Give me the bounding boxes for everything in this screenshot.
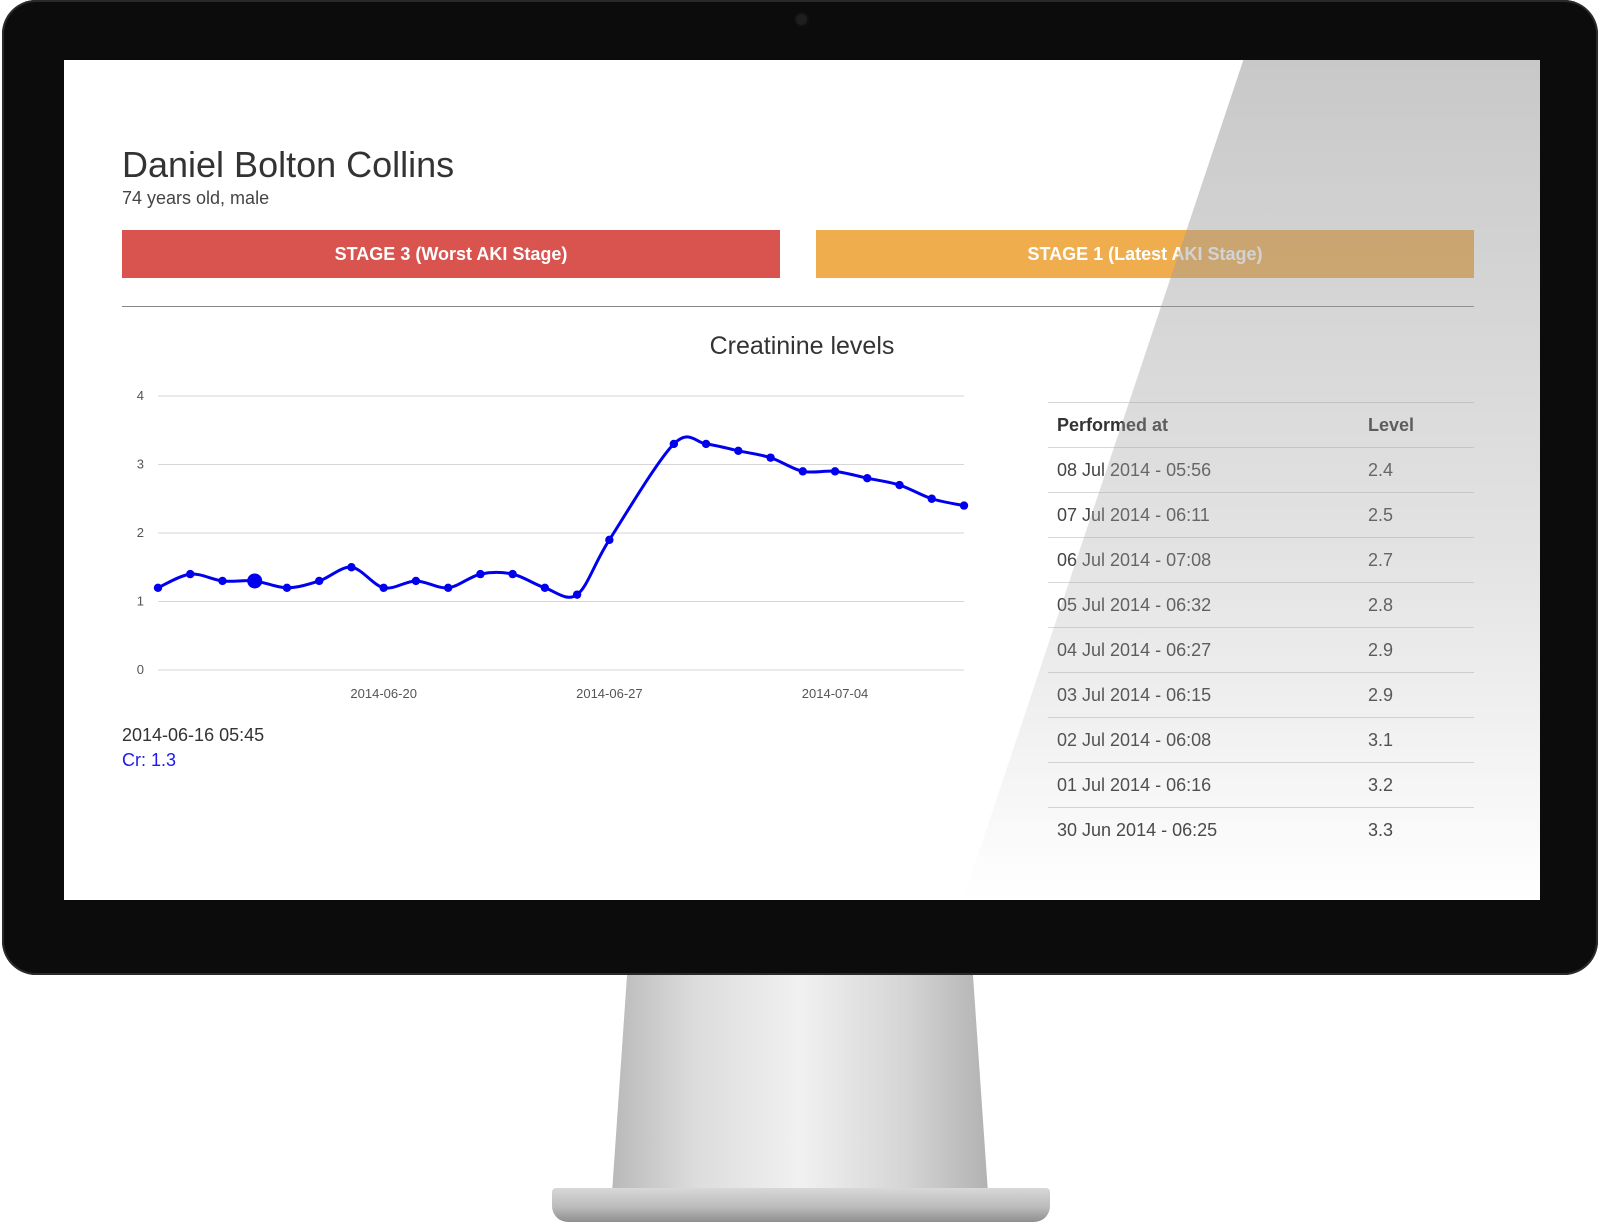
data-point[interactable] [863, 474, 872, 483]
series-line [157, 435, 965, 599]
data-point[interactable] [798, 467, 807, 476]
patient-info: 74 years old, male [122, 188, 270, 208]
data-point[interactable] [734, 446, 743, 455]
data-point[interactable] [701, 439, 711, 449]
monitor-stand-base [552, 1188, 1050, 1222]
y-tick-label: 2 [137, 525, 144, 540]
data-point[interactable] [443, 583, 453, 592]
x-tick-label: 2014-06-27 [576, 686, 643, 701]
column-header-performed-at: Performed at [1048, 402, 1359, 448]
cell-performed-at: 05 Jul 2014 - 06:32 [1048, 582, 1359, 628]
table-row[interactable]: 08 Jul 2014 - 05:56 2.4 [1048, 447, 1474, 493]
cell-level: 2.7 [1359, 537, 1474, 583]
table-row[interactable]: 30 Jun 2014 - 06:25 3.3 [1048, 807, 1474, 852]
cell-level: 2.9 [1359, 672, 1474, 718]
cell-performed-at: 02 Jul 2014 - 06:08 [1048, 717, 1359, 763]
data-point[interactable] [959, 501, 969, 510]
table-row[interactable]: 02 Jul 2014 - 06:08 3.1 [1048, 717, 1474, 763]
cell-performed-at: 07 Jul 2014 - 06:11 [1048, 492, 1359, 538]
worst-aki-stage-banner: STAGE 3 (Worst AKI Stage) [122, 230, 780, 278]
table-row[interactable]: 06 Jul 2014 - 07:08 2.7 [1048, 537, 1474, 583]
y-tick-label: 3 [137, 457, 144, 472]
cell-level: 2.5 [1359, 492, 1474, 538]
data-point[interactable] [186, 569, 195, 579]
patient-name: Daniel Bolton Collins [122, 144, 455, 185]
y-tick-label: 4 [137, 388, 144, 403]
table-header-row: Performed at Level [1048, 402, 1474, 448]
data-point[interactable] [508, 569, 517, 579]
camera-icon [796, 14, 807, 25]
data-point[interactable] [540, 583, 550, 592]
cell-performed-at: 04 Jul 2014 - 06:27 [1048, 627, 1359, 673]
y-tick-label: 1 [137, 594, 144, 609]
data-point[interactable] [379, 583, 388, 592]
data-point[interactable] [830, 467, 840, 476]
chart-tooltip-date: 2014-06-16 05:45 [122, 725, 265, 745]
cell-level: 3.3 [1359, 807, 1474, 852]
cell-level: 2.8 [1359, 582, 1474, 628]
data-point[interactable] [572, 590, 582, 599]
table-row[interactable]: 03 Jul 2014 - 06:15 2.9 [1048, 672, 1474, 718]
x-tick-label: 2014-07-04 [802, 686, 869, 701]
x-tick-label: 2014-06-20 [350, 686, 417, 701]
table-row[interactable]: 05 Jul 2014 - 06:32 2.8 [1048, 582, 1474, 628]
cell-level: 3.2 [1359, 762, 1474, 808]
cell-performed-at: 06 Jul 2014 - 07:08 [1048, 537, 1359, 583]
data-point[interactable] [347, 563, 356, 572]
data-point[interactable] [895, 480, 904, 490]
data-point[interactable] [315, 576, 324, 586]
data-point[interactable] [218, 576, 227, 586]
table-row[interactable]: 01 Jul 2014 - 06:16 3.2 [1048, 762, 1474, 808]
divider [122, 306, 1474, 307]
data-point[interactable] [153, 583, 163, 592]
data-point[interactable] [669, 439, 679, 449]
table-row[interactable]: 04 Jul 2014 - 06:27 2.9 [1048, 627, 1474, 673]
column-header-level: Level [1359, 402, 1474, 448]
screen: Daniel Bolton Collins 74 years old, male… [64, 60, 1540, 900]
monitor-stand [612, 975, 988, 1193]
table-row[interactable]: 07 Jul 2014 - 06:11 2.5 [1048, 492, 1474, 538]
data-point[interactable] [411, 576, 421, 586]
cell-level: 3.1 [1359, 717, 1474, 763]
chart-tooltip-value: Cr: 1.3 [122, 750, 177, 770]
cell-performed-at: 30 Jun 2014 - 06:25 [1048, 807, 1359, 852]
data-point[interactable] [476, 569, 485, 579]
chart-title: Creatinine levels [709, 332, 895, 360]
data-point[interactable] [605, 535, 614, 545]
data-point[interactable] [927, 494, 936, 503]
y-tick-label: 0 [137, 662, 144, 677]
data-point[interactable] [282, 583, 292, 592]
data-point[interactable] [766, 453, 775, 462]
cell-performed-at: 03 Jul 2014 - 06:15 [1048, 672, 1359, 718]
cell-level: 2.9 [1359, 627, 1474, 673]
creatinine-results-table: Performed at Level 08 Jul 2014 - 05:56 2… [1048, 402, 1474, 852]
cell-level: 2.4 [1359, 447, 1474, 493]
cell-performed-at: 01 Jul 2014 - 06:16 [1048, 762, 1359, 808]
highlighted-data-point[interactable] [247, 573, 263, 589]
cell-performed-at: 08 Jul 2014 - 05:56 [1048, 447, 1359, 493]
